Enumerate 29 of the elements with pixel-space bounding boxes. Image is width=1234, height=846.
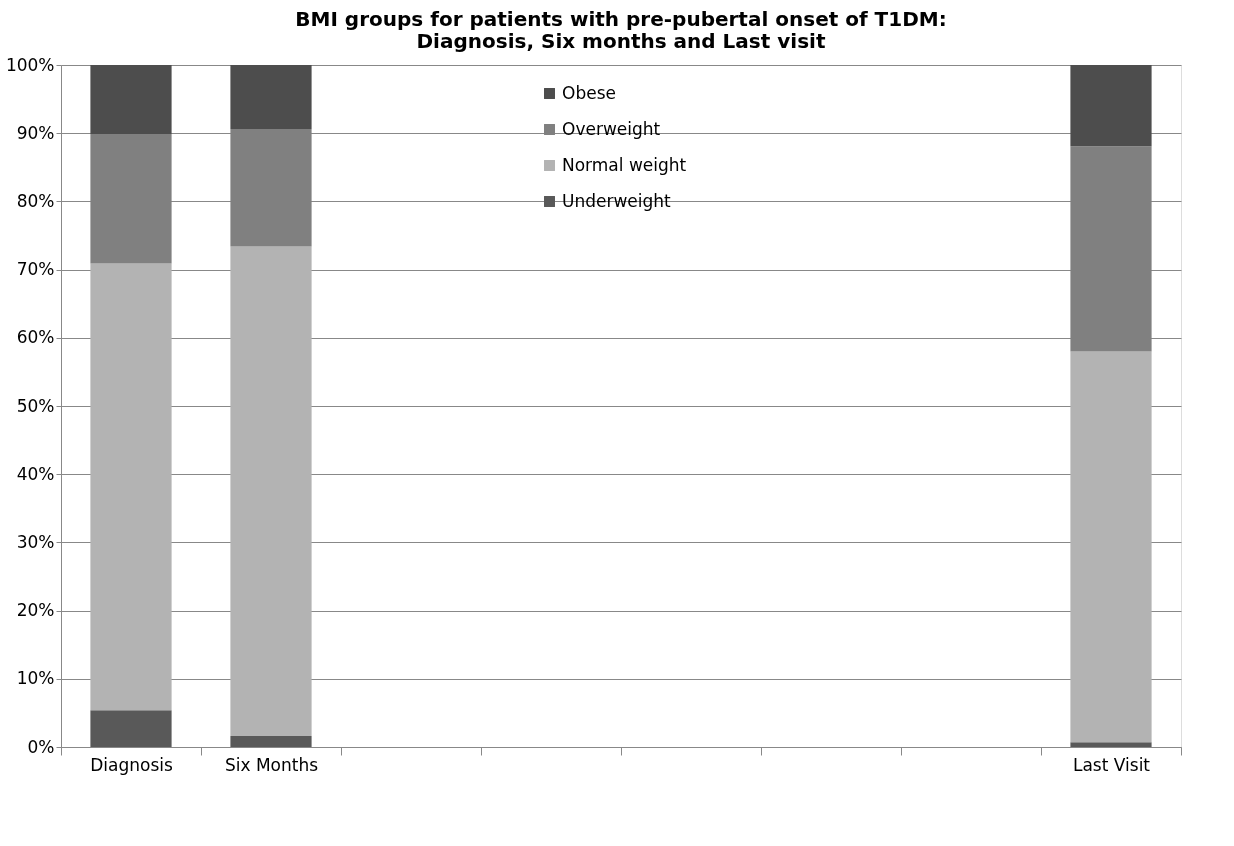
x-tick-label: Six Months (224, 754, 319, 775)
y-tick-label: 90% (16, 122, 55, 143)
bar (230, 65, 312, 130)
bar (1070, 742, 1152, 747)
text: BMI groups for patients with pre-pubertal onset of T1DM: (295, 7, 947, 31)
bar (230, 246, 312, 737)
y-tick-label: 30% (16, 531, 55, 552)
bar (230, 736, 312, 747)
bar (90, 263, 172, 711)
legend-label: Underweight (562, 190, 672, 211)
y-tick-label: 80% (16, 190, 55, 211)
bar (90, 710, 172, 747)
legend-label: Normal weight (562, 154, 687, 175)
bar (90, 65, 172, 134)
y-tick-label: 20% (16, 600, 55, 621)
bar (1070, 65, 1152, 147)
legend-label: Overweight (562, 118, 661, 139)
text: Diagnosis, Six months and Last visit (416, 29, 826, 53)
x-tick-label: Diagnosis (90, 754, 173, 775)
y-tick-label: 0% (27, 736, 55, 757)
bar (1070, 351, 1152, 743)
y-tick-label: 40% (16, 463, 55, 484)
y-tick-label: 10% (16, 668, 55, 689)
y-tick-label: 60% (16, 327, 55, 348)
legend-label: Obese (562, 82, 616, 103)
y-tick-label: 70% (16, 259, 55, 280)
y-tick-label: 50% (16, 395, 55, 416)
x-tick-label: Last Visit (1072, 754, 1151, 775)
y-tick-label: 100% (5, 54, 55, 75)
